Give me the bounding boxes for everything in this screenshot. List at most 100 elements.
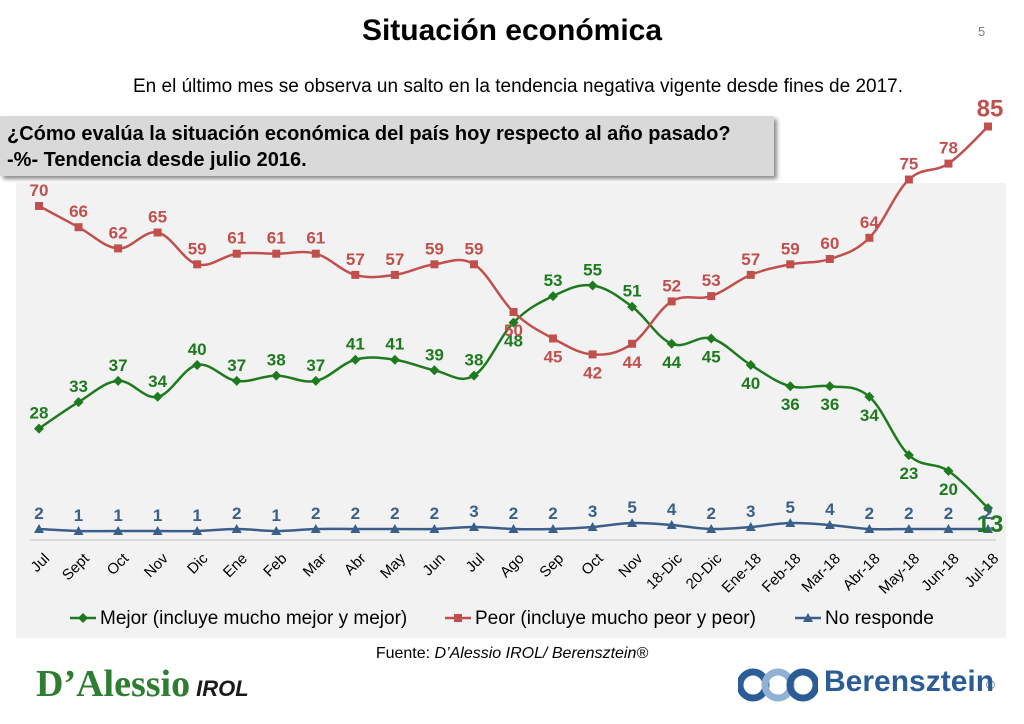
data-point-no-responde [824,520,835,529]
data-label-no-responde: 3 [588,502,597,521]
data-label-no-responde: 2 [983,504,992,523]
data-label-mejor: 41 [346,335,365,354]
data-label-no-responde: 3 [469,502,478,521]
data-point-peor [549,334,558,343]
data-label-peor: 75 [899,155,918,174]
data-point-peor [509,308,518,316]
data-point-peor [746,270,755,279]
data-label-peor: 59 [781,239,800,258]
page-subtitle: En el último mes se observa un salto en … [132,76,903,97]
data-point-peor [114,244,123,253]
data-point-peor [904,175,913,184]
data-point-peor [984,122,992,131]
data-label-peor: 61 [306,229,325,248]
data-point-mejor [824,381,835,392]
legend: Mejor (incluye mucho mejor y mejor) Peor … [70,608,934,629]
data-point-peor [272,249,281,258]
data-label-mejor: 40 [188,340,207,359]
data-point-no-responde [587,522,598,531]
data-label-peor: 59 [464,239,483,258]
data-point-mejor [389,354,400,365]
data-point-mejor [231,375,242,386]
data-point-mejor [310,375,321,386]
data-label-peor: 59 [425,239,444,258]
data-point-no-responde [903,524,914,533]
dalessio-logo-brand: D’Alessio [36,663,191,705]
data-point-no-responde [389,524,400,533]
data-label-mejor: 34 [860,406,879,425]
data-label-no-responde: 2 [351,504,360,523]
data-label-mejor: 36 [781,395,800,414]
data-label-no-responde: 1 [153,506,162,525]
data-label-no-responde: 5 [627,498,636,517]
data-label-mejor: 38 [267,351,286,370]
data-label-mejor: 36 [820,395,839,414]
data-point-peor [430,260,439,269]
berensztein-logo-reg: ® [986,678,995,692]
data-label-peor: 78 [939,139,958,158]
data-label-no-responde: 2 [232,504,241,523]
data-point-mejor [983,503,993,514]
data-label-no-responde: 2 [34,504,43,523]
data-label-mejor: 23 [899,464,918,483]
data-label-no-responde: 2 [904,504,913,523]
data-point-mejor [508,317,519,328]
data-label-peor: 45 [544,348,563,367]
data-point-mejor [113,375,124,386]
data-label-peor: 61 [227,229,246,248]
question-box: ¿Cómo evalúa la situación económica del … [0,116,774,176]
data-point-peor [944,159,953,168]
data-point-mejor [745,360,756,370]
data-point-no-responde [864,524,875,533]
data-label-no-responde: 2 [548,504,557,523]
source-text: D’Alessio IROL/ Berensztein® [434,645,649,662]
data-point-mejor [706,333,717,344]
data-point-mejor [350,354,361,365]
data-point-no-responde [429,524,440,533]
data-label-mejor: 40 [741,374,760,393]
data-point-peor [667,297,676,306]
data-label-no-responde: 1 [272,506,281,525]
data-label-no-responde: 2 [865,504,874,523]
dalessio-logo: D’Alessio IROL [36,662,249,706]
data-label-peor: 85 [977,96,1004,123]
data-label-no-responde: 4 [667,500,677,519]
data-point-peor [232,249,241,258]
data-label-no-responde: 2 [509,504,518,523]
data-point-peor [74,223,83,232]
data-point-no-responde [785,518,796,527]
data-label-no-responde: 2 [311,504,320,523]
data-point-mejor [429,365,440,376]
data-point-mejor [548,291,559,302]
data-point-no-responde [152,526,163,535]
data-point-mejor [943,466,954,476]
data-label-peor: 53 [702,271,721,290]
legend-label-mejor: Mejor (incluye mucho mejor y mejor) [100,608,407,629]
data-point-mejor [627,301,638,312]
data-point-mejor [152,391,163,402]
data-label-mejor: 13 [977,511,1004,538]
data-point-no-responde [34,524,44,533]
data-point-peor [390,270,399,279]
legend-label-no-responde: No responde [825,608,934,629]
data-label-mejor: 53 [544,271,563,290]
question-text: ¿Cómo evalúa la situación económica del … [7,123,731,145]
data-label-peor: 50 [504,321,523,340]
data-point-no-responde [350,524,361,533]
data-label-no-responde: 1 [113,506,122,525]
data-point-no-responde [745,522,756,531]
data-label-peor: 57 [741,250,760,269]
data-point-peor [469,260,478,269]
data-point-no-responde [666,520,677,529]
data-point-mejor [468,370,479,381]
data-label-peor: 70 [30,181,49,200]
data-point-mejor [192,360,203,370]
data-label-no-responde: 2 [390,504,399,523]
data-label-peor: 59 [188,239,207,258]
data-point-no-responde [310,524,321,533]
data-point-peor [865,233,874,242]
data-label-peor: 57 [346,250,365,269]
data-label-peor: 64 [860,213,879,232]
data-label-mejor: 48 [504,332,523,351]
